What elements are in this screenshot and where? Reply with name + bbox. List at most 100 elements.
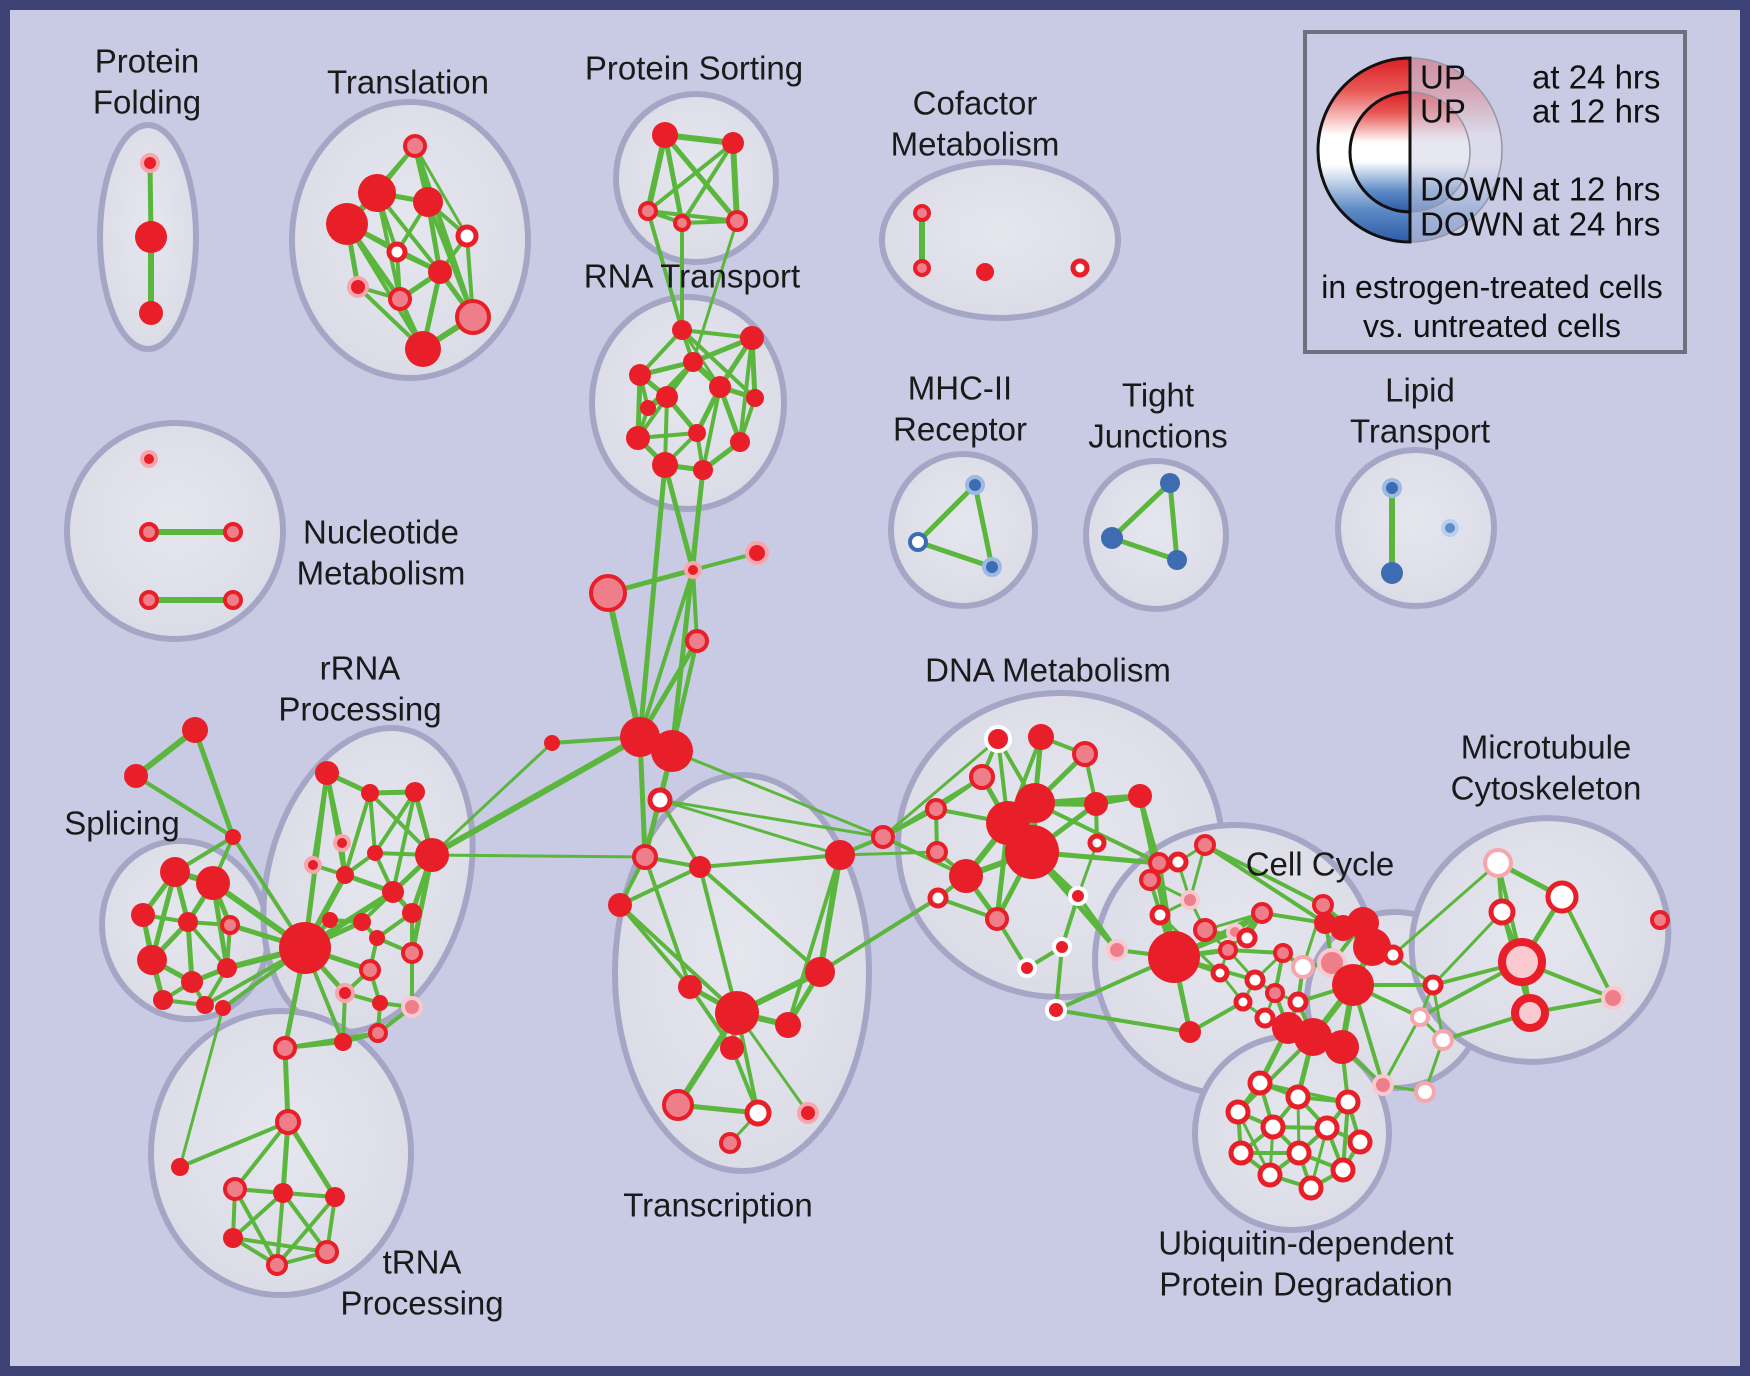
cluster-rna-transport — [589, 294, 787, 512]
gene-node-tn-0 — [275, 1109, 301, 1135]
cluster-label-mhc-ii-receptor: MHC-II — [908, 370, 1012, 407]
gene-node-ps-3 — [673, 214, 691, 232]
edge-tn — [275, 1191, 285, 1267]
gene-node-dm-21 — [1179, 1021, 1201, 1043]
gene-node-tx-12 — [797, 1102, 819, 1124]
gene-node-cc-2 — [1291, 955, 1315, 979]
gene-node-rt-7 — [626, 426, 650, 450]
cluster-transcription — [612, 772, 872, 1174]
gene-node-dm-8 — [949, 859, 983, 893]
legend-up-24-word: UP — [1420, 59, 1466, 96]
gene-node-tri-0 — [182, 717, 208, 743]
link-tx-dm — [881, 737, 1000, 839]
gene-node-rr-21 — [273, 1036, 297, 1060]
edge-tr — [345, 222, 425, 351]
edge-tj — [1167, 480, 1180, 563]
gene-node-rr-4 — [304, 856, 322, 874]
cluster-label-protein-folding: Folding — [93, 84, 201, 121]
cluster-cofactor-metabolism — [879, 159, 1121, 321]
cluster-mhc-ii-receptor — [888, 451, 1038, 609]
gene-node-sp-2 — [131, 903, 155, 927]
legend: UP at 24 hrs UP at 12 hrs DOWN at 12 hrs… — [1303, 30, 1687, 354]
gene-node-mt-0 — [1483, 848, 1513, 878]
edge-tn — [178, 1120, 290, 1169]
cluster-label-lipid-transport: Transport — [1350, 413, 1490, 450]
gene-node-ub-2 — [1335, 1089, 1361, 1115]
gene-node-dm-22 — [1148, 931, 1200, 983]
edge-rr — [283, 1031, 380, 1050]
edge-rr — [373, 790, 417, 855]
cluster-label-microtubule-cytoskeleton: Cytoskeleton — [1451, 770, 1642, 807]
cluster-label-rrna-processing: rRNA — [320, 650, 401, 687]
gene-node-tr-1 — [358, 174, 396, 212]
gene-node-rt-0 — [672, 320, 692, 340]
gene-node-tr-0 — [403, 134, 427, 158]
edge-ps — [662, 132, 740, 224]
gene-node-cc-4 — [1332, 964, 1374, 1006]
gene-node-tn-4 — [325, 1187, 345, 1207]
gene-node-cc-0 — [1251, 902, 1273, 924]
link-br-mt — [1391, 861, 1500, 957]
cluster-label-transcription: Transcription — [623, 1187, 813, 1224]
gene-node-tr-4 — [455, 224, 479, 248]
edge-rr — [391, 790, 417, 894]
gene-node-pf-2 — [139, 301, 163, 325]
gene-node-ps-1 — [722, 132, 744, 154]
cluster-label-lipid-transport: Lipid — [1385, 372, 1455, 409]
gene-node-mt-3 — [1498, 938, 1546, 986]
edge-ps — [646, 141, 735, 213]
gene-node-rt-11 — [693, 460, 713, 480]
edge-sp — [186, 920, 229, 970]
gene-node-cc-24 — [1194, 834, 1216, 856]
gene-node-lt-0 — [1382, 478, 1402, 498]
cluster-tight-junctions — [1083, 458, 1229, 612]
gene-node-sp-6 — [181, 971, 203, 993]
cluster-label-tight-junctions: Junctions — [1088, 418, 1227, 455]
gene-node-tn-6 — [266, 1254, 288, 1276]
cluster-label-nucleotide-metabolism: Nucleotide — [303, 514, 459, 551]
cluster-label-cofactor-metabolism: Metabolism — [891, 126, 1060, 163]
gene-node-ct-4 — [620, 717, 660, 757]
gene-node-tx-7 — [775, 1012, 801, 1038]
gene-node-tri-1 — [124, 764, 148, 788]
link-ps-rt — [646, 209, 684, 332]
cluster-lipid-transport — [1335, 447, 1497, 609]
gene-node-rt-5 — [656, 386, 678, 408]
edge-rt — [680, 328, 757, 400]
gene-node-sp-7 — [217, 958, 237, 978]
gene-node-cc-21 — [1312, 894, 1334, 916]
edge-dm — [1054, 1008, 1192, 1034]
gene-node-ub-7 — [1228, 1140, 1254, 1166]
cluster-trna-processing — [148, 1008, 414, 1298]
cluster-label-protein-sorting: Protein Sorting — [585, 50, 803, 87]
gene-node-mt-5 — [1601, 986, 1625, 1010]
edge-ps — [680, 141, 735, 225]
cluster-label-ubiquitin-degradation: Protein Degradation — [1159, 1266, 1453, 1303]
gene-node-rr-14 — [359, 959, 381, 981]
gene-node-tx-3 — [608, 893, 632, 917]
gene-node-sp-9 — [196, 996, 214, 1014]
edge-tx — [688, 985, 734, 1050]
gene-node-rr-10 — [353, 913, 371, 931]
edge-tr — [413, 144, 469, 238]
cluster-label-tight-junctions: Tight — [1122, 377, 1194, 414]
gene-node-tx-8 — [805, 957, 835, 987]
gene-node-dm-9 — [1084, 792, 1108, 816]
gene-node-ub-1 — [1285, 1084, 1311, 1110]
edge-ct — [638, 568, 695, 739]
edge-tn — [233, 1187, 279, 1267]
gene-node-sp-0 — [160, 857, 190, 887]
gene-node-tx-9 — [720, 1036, 744, 1060]
gene-node-tj-0 — [1160, 473, 1180, 493]
gene-node-rt-2 — [683, 352, 703, 372]
legend-up-12-time: at 12 hrs — [1532, 93, 1660, 130]
edge-mhc — [972, 482, 995, 570]
gene-node-dm-11 — [1087, 833, 1107, 853]
gene-node-tx-11 — [744, 1099, 772, 1127]
gene-node-mt-2 — [1488, 898, 1516, 926]
edge-tx — [817, 852, 843, 975]
link-ct-tx — [637, 734, 648, 860]
edge-dm — [1033, 801, 1161, 865]
gene-node-br-4 — [1372, 1074, 1394, 1096]
gene-node-dm-13 — [1068, 886, 1088, 906]
